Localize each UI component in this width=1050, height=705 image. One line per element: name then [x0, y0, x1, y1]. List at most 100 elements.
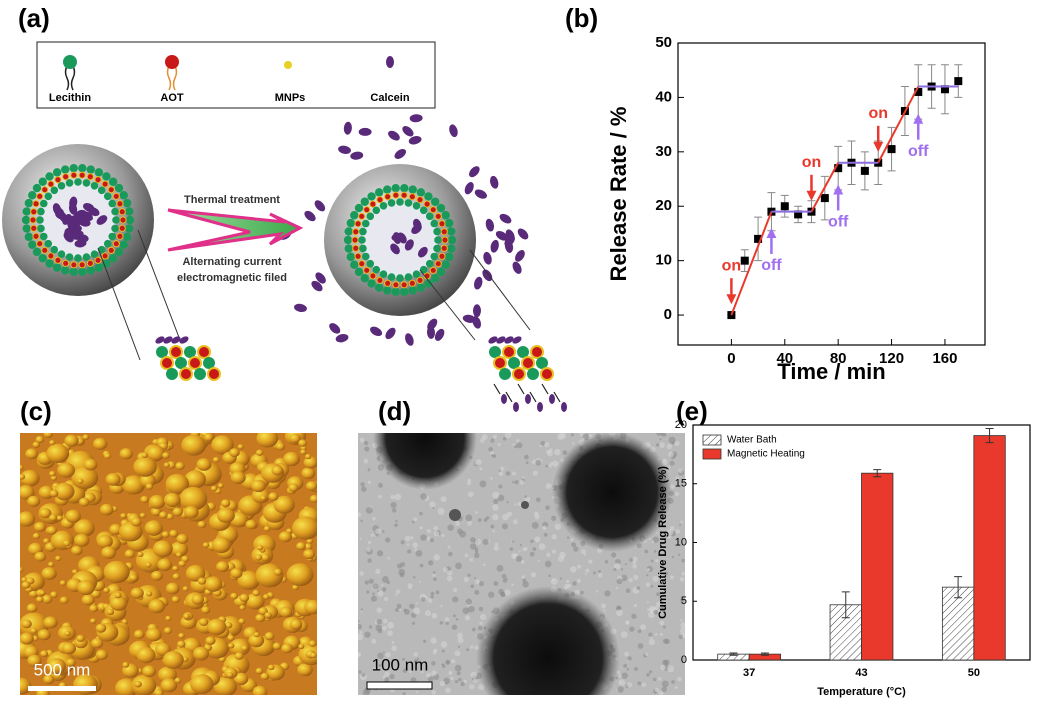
tem-noise [407, 549, 412, 554]
tem-noise [634, 667, 639, 671]
tem-noise [450, 659, 456, 664]
calcein [525, 394, 531, 404]
tem-noise [411, 520, 415, 524]
legend-label: Calcein [370, 92, 409, 104]
tem-noise [631, 613, 637, 619]
lipid [442, 237, 448, 243]
release-arrow [541, 383, 549, 395]
tem-noise [419, 563, 424, 568]
tem-particle [373, 433, 477, 490]
tem-noise [377, 590, 384, 597]
afm-grain [39, 507, 52, 519]
calcein [358, 127, 372, 136]
lipid [521, 356, 535, 370]
tem-noise [408, 670, 412, 674]
lipid [359, 227, 367, 236]
tem-noise [550, 578, 558, 585]
afm-grain [103, 452, 112, 459]
tem-noise [641, 682, 647, 688]
afm-grain [252, 685, 268, 695]
tem-noise [465, 598, 473, 606]
tem-noise [682, 633, 685, 639]
release-arrow [493, 383, 501, 395]
tem-noise [543, 532, 548, 537]
tem-noise [513, 503, 517, 506]
calcein [59, 213, 71, 224]
tem-noise [674, 440, 680, 447]
tem-noise [433, 525, 439, 531]
tem-noise [604, 560, 609, 564]
lipid [424, 192, 433, 201]
tem-noise [454, 679, 459, 684]
tem-noise [418, 581, 422, 584]
tem-noise [505, 578, 508, 581]
calcein [338, 145, 351, 154]
tem-noise [451, 624, 458, 630]
tem-noise [444, 682, 447, 685]
tem-noise [664, 571, 669, 576]
tem-noise [549, 462, 553, 465]
error-bar [985, 428, 994, 444]
tem-noise [477, 518, 482, 522]
tem-noise [445, 687, 451, 694]
lipid [37, 224, 45, 233]
tem-noise [472, 627, 476, 632]
afm-grain [253, 631, 260, 638]
tem-noise [470, 645, 474, 649]
tem-noise [376, 550, 384, 557]
arrow-label: electromagnetic filed [177, 272, 287, 284]
tem-noise [366, 547, 371, 552]
x-tick-label: 120 [879, 350, 904, 367]
afm-grain [206, 618, 227, 636]
tem-noise [457, 637, 464, 644]
calcein [179, 336, 189, 344]
afm-grain [109, 595, 128, 611]
afm-grain [252, 589, 260, 597]
tem-noise [652, 677, 657, 682]
lipid [82, 179, 91, 187]
tem-noise [406, 543, 410, 546]
tem-noise [360, 610, 363, 613]
tem-noise [462, 607, 470, 615]
tem-noise [391, 508, 397, 513]
tem-noise [387, 630, 393, 637]
tem-noise [413, 607, 421, 615]
tem-noise [381, 584, 384, 587]
afm-grain [20, 632, 34, 645]
lipid [416, 283, 426, 292]
tem-noise [378, 494, 382, 499]
lipid [108, 199, 117, 208]
lipid [396, 198, 404, 206]
afm-grain [162, 650, 184, 669]
afm-grain [227, 642, 235, 649]
lipid [97, 186, 106, 195]
afm-grain [291, 516, 317, 540]
tem-noise [613, 562, 621, 570]
lipid [430, 219, 439, 228]
tem-noise [408, 586, 412, 590]
tem-noise [655, 601, 662, 607]
tem-noise [488, 591, 495, 599]
afm-grain [197, 577, 207, 585]
calcein [474, 189, 487, 199]
release-arrow [529, 391, 537, 403]
legend-box [36, 41, 436, 109]
lipid [95, 257, 101, 263]
lipid [21, 215, 31, 225]
tem-noise [655, 559, 659, 563]
afm-grain [160, 678, 178, 693]
lipid [63, 260, 69, 266]
tem-noise [620, 631, 628, 638]
y-tick-label: 0 [664, 306, 672, 323]
tem-noise [501, 573, 507, 579]
tem-noise [567, 583, 572, 588]
tem-noise [521, 575, 525, 579]
afm-grain [166, 513, 174, 520]
error-bar [954, 576, 963, 599]
tem-noise [632, 560, 637, 565]
afm-grain [175, 462, 185, 470]
lipid [114, 247, 124, 257]
afm-grain [64, 434, 79, 447]
tem-noise [414, 548, 418, 552]
